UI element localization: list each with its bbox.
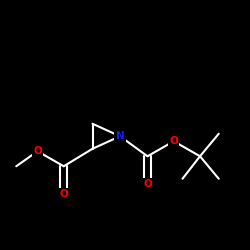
Text: O: O	[33, 146, 42, 156]
Text: O: O	[143, 179, 152, 189]
Text: O: O	[60, 189, 68, 199]
Text: O: O	[170, 136, 178, 146]
Text: N: N	[116, 131, 124, 141]
